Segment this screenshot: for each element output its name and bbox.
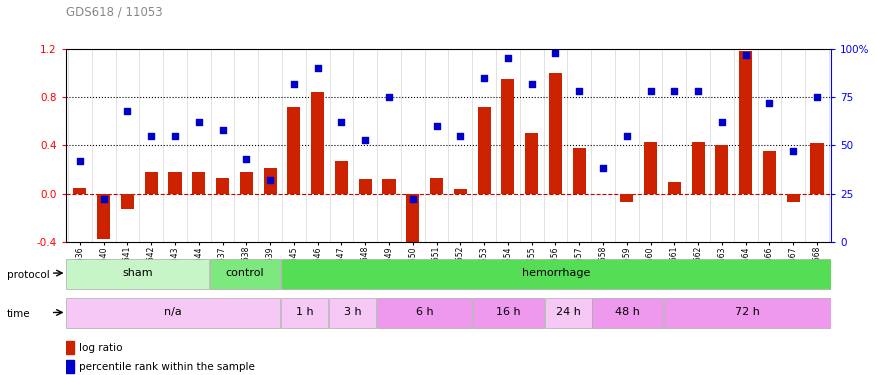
Bar [335,161,348,194]
Bar [454,189,467,194]
Bar [74,188,87,194]
Bar [66,259,209,289]
Text: log ratio: log ratio [79,343,123,353]
Point [287,81,301,87]
Point [334,119,348,125]
Point [453,133,467,139]
Bar [716,146,728,194]
Bar [377,298,472,328]
Bar [592,298,663,328]
Text: GDS618 / 11053: GDS618 / 11053 [66,6,162,19]
Point [430,123,444,129]
Point [500,56,514,62]
Bar [329,298,376,328]
Bar [263,168,276,194]
Point [121,108,135,114]
Bar [382,179,396,194]
Bar [525,133,538,194]
Point [787,148,801,154]
Bar [668,182,681,194]
Text: n/a: n/a [164,308,182,318]
Bar [478,106,491,194]
Bar [359,179,372,194]
Point [477,75,491,81]
Bar [282,259,830,289]
Bar [572,148,585,194]
Bar [473,298,543,328]
Point [810,94,824,100]
Bar [66,298,281,328]
Bar [739,51,752,194]
Bar [240,172,253,194]
Point [311,65,325,71]
Text: sham: sham [123,268,153,278]
Bar [430,178,443,194]
Text: 3 h: 3 h [344,308,361,318]
Point [240,156,254,162]
Bar [210,259,281,289]
Text: percentile rank within the sample: percentile rank within the sample [79,362,255,372]
Point [144,133,158,139]
Point [382,94,396,100]
Text: time: time [7,309,31,319]
Bar [787,194,800,202]
Text: 48 h: 48 h [615,308,640,318]
Bar [549,73,562,194]
Point [263,177,277,183]
Point [572,88,586,94]
Bar [664,298,830,328]
Bar [169,172,181,194]
Point [668,88,682,94]
Text: 16 h: 16 h [496,308,521,318]
Bar [406,194,419,246]
Point [168,133,182,139]
Bar [501,79,514,194]
Point [762,100,776,106]
Bar [644,142,657,194]
Text: 72 h: 72 h [735,308,760,318]
Point [406,196,420,202]
Bar [691,142,704,194]
Point [192,119,206,125]
Point [643,88,657,94]
Text: protocol: protocol [7,270,50,279]
Bar [216,178,229,194]
Point [73,158,87,164]
Bar [544,298,592,328]
Bar [66,341,74,354]
Point [549,50,563,55]
Point [738,51,752,57]
Bar [66,360,74,373]
Point [215,127,229,133]
Point [620,133,634,139]
Text: 1 h: 1 h [296,308,314,318]
Bar [282,298,328,328]
Bar [312,92,325,194]
Bar [620,194,634,202]
Bar [763,152,776,194]
Point [525,81,539,87]
Text: 6 h: 6 h [416,308,433,318]
Point [358,136,372,142]
Text: control: control [226,268,264,278]
Point [596,165,610,171]
Bar [97,194,110,240]
Bar [121,194,134,209]
Bar [810,143,823,194]
Bar [192,172,206,194]
Bar [287,106,300,194]
Point [691,88,705,94]
Text: hemorrhage: hemorrhage [522,268,591,278]
Point [715,119,729,125]
Bar [144,172,158,194]
Point [96,196,110,202]
Text: 24 h: 24 h [556,308,580,318]
